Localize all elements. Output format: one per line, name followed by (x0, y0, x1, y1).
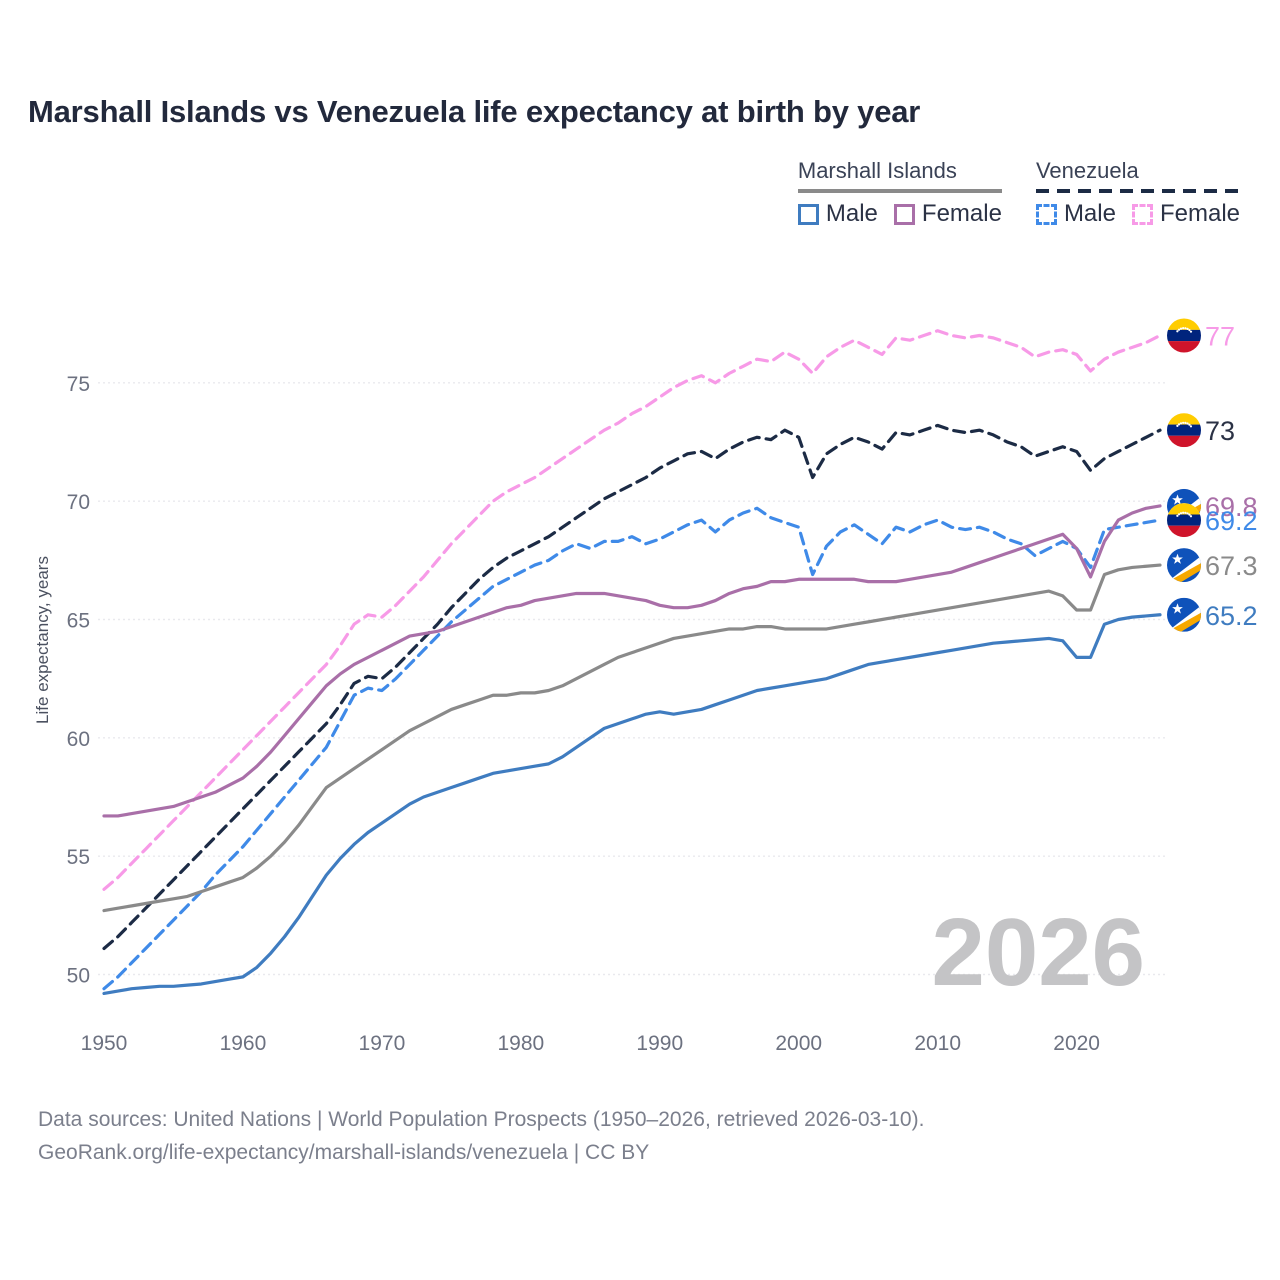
x-tick-label: 2020 (1053, 1032, 1100, 1055)
end-value-label: 77 (1205, 322, 1235, 352)
legend-swatch-icon (893, 203, 915, 225)
series-line (102, 506, 1162, 991)
x-tick-label: 1950 (81, 1032, 128, 1055)
end-value-labels: 77 73 69.869.2 67.3 65.2 (1167, 318, 1258, 632)
x-tick-label: 2000 (775, 1032, 822, 1055)
legend-item-label: Female (921, 200, 1002, 227)
end-value-label: 73 (1205, 416, 1235, 446)
footer-line-sources: Data sources: United Nations | World Pop… (38, 1108, 925, 1131)
x-tick-label: 1960 (220, 1032, 267, 1055)
x-tick-label: 1970 (359, 1032, 406, 1055)
legend-group-venezuela: Venezuela Male Female (1035, 158, 1240, 228)
x-tick-label: 1980 (497, 1032, 544, 1055)
legend-rule-dashed (1035, 189, 1240, 193)
x-tick-label: 1990 (636, 1032, 683, 1055)
end-label-flag-icon (1167, 503, 1201, 538)
legend-item-mi-male[interactable]: Male (797, 200, 878, 228)
chart-legend: Marshall Islands Male Female Venezuela (797, 158, 1240, 228)
series-line (102, 563, 1162, 913)
end-value-label: 69.2 (1205, 506, 1258, 536)
footer-line-url[interactable]: GeoRank.org/life-expectancy/marshall-isl… (38, 1140, 650, 1164)
legend-group-heading: Marshall Islands (797, 158, 957, 183)
legend-item-mi-female[interactable]: Female (893, 200, 1002, 228)
x-tick-label: 2010 (914, 1032, 961, 1055)
legend-item-vz-male[interactable]: Male (1035, 200, 1116, 228)
series-line (102, 423, 1162, 951)
end-value-label: 69.8 (1205, 492, 1258, 522)
legend-item-vz-female[interactable]: Female (1131, 200, 1240, 228)
series-line (102, 504, 1162, 818)
y-tick-label: 75 (67, 373, 90, 396)
y-axis-title: Life expectancy, years (33, 556, 52, 724)
data-series (102, 329, 1162, 996)
y-tick-label: 60 (67, 728, 90, 751)
y-axis-ticks: 50 55 60 65 70 75 (67, 373, 90, 988)
end-value-label: 65.2 (1205, 601, 1258, 631)
legend-rule-solid (797, 189, 1002, 193)
legend-swatch-icon (797, 203, 819, 225)
page-title: Marshall Islands vs Venezuela life expec… (28, 94, 921, 129)
legend-group-heading: Venezuela (1035, 158, 1139, 183)
legend-item-label: Male (825, 200, 878, 227)
legend-swatch-icon (1131, 203, 1153, 225)
footer-credits: Data sources: United Nations | World Pop… (38, 1104, 924, 1169)
x-axis-ticks: 1950 1960 1970 1980 1990 2000 2010 2020 (81, 1032, 1100, 1055)
y-tick-label: 65 (67, 610, 90, 633)
end-value-label: 67.3 (1205, 551, 1258, 581)
y-tick-label: 55 (67, 846, 90, 869)
legend-swatch-icon (1035, 203, 1057, 225)
legend-group-marshall-islands: Marshall Islands Male Female (797, 158, 1002, 228)
end-label-flag-icon (1167, 548, 1201, 583)
gridlines (98, 382, 1165, 976)
y-tick-label: 70 (67, 491, 90, 514)
end-label-flag-icon (1167, 597, 1201, 632)
legend-item-label: Male (1063, 200, 1116, 227)
series-line (102, 329, 1162, 891)
legend-item-label: Female (1159, 200, 1240, 227)
y-tick-label: 50 (67, 965, 90, 988)
year-watermark: 2026 (931, 899, 1145, 1006)
end-label-flag-icon (1167, 413, 1201, 448)
end-label-flag-icon (1167, 318, 1201, 353)
series-line (102, 613, 1162, 996)
